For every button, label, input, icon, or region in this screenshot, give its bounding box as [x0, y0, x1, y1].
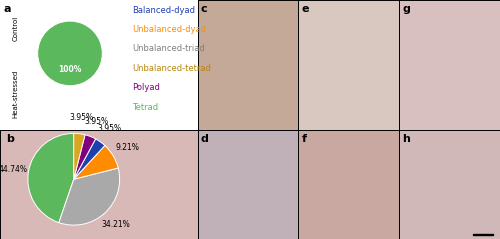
- Text: 3.95%: 3.95%: [70, 113, 94, 122]
- Text: a: a: [4, 4, 12, 14]
- Text: h: h: [402, 134, 410, 143]
- Text: Unbalanced-triad: Unbalanced-triad: [132, 44, 206, 54]
- Text: 3.95%: 3.95%: [98, 124, 122, 133]
- Text: e: e: [302, 4, 309, 14]
- Text: 44.74%: 44.74%: [0, 164, 27, 174]
- Text: 34.21%: 34.21%: [102, 220, 130, 229]
- Wedge shape: [74, 146, 118, 179]
- Wedge shape: [74, 139, 105, 179]
- Wedge shape: [74, 133, 85, 179]
- Text: 100%: 100%: [58, 65, 82, 74]
- Text: c: c: [200, 4, 207, 14]
- Text: 9.21%: 9.21%: [115, 143, 139, 152]
- Text: b: b: [6, 134, 14, 143]
- Text: Control: Control: [13, 16, 19, 41]
- Text: Unbalanced-dyad: Unbalanced-dyad: [132, 25, 206, 34]
- Wedge shape: [28, 133, 74, 223]
- Text: g: g: [402, 4, 410, 14]
- Wedge shape: [38, 21, 102, 86]
- Text: Polyad: Polyad: [132, 83, 160, 92]
- Wedge shape: [59, 168, 120, 225]
- Text: f: f: [302, 134, 306, 143]
- Text: Tetrad: Tetrad: [132, 103, 158, 112]
- Wedge shape: [74, 135, 96, 179]
- Text: Heat-stressed: Heat-stressed: [13, 70, 19, 118]
- Text: Balanced-dyad: Balanced-dyad: [132, 5, 196, 15]
- Text: d: d: [200, 134, 208, 143]
- Text: 3.95%: 3.95%: [84, 117, 108, 126]
- Text: Unbalanced-tetrad: Unbalanced-tetrad: [132, 64, 212, 73]
